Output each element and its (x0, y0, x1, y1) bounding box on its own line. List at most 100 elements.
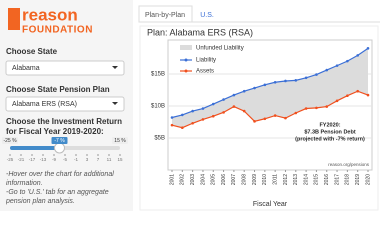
annotation: $7.3B Pension Debt (304, 129, 356, 135)
point (263, 117, 267, 121)
page: reason FOUNDATION Choose State Alabama C… (2, 5, 380, 211)
series-line (171, 47, 369, 119)
point (201, 107, 205, 110)
slider-badge-label: -25 % (3, 138, 17, 144)
point (170, 116, 174, 119)
point (315, 73, 318, 76)
point (211, 114, 215, 118)
slider-badge-label: 15 % (114, 138, 126, 144)
point (366, 93, 370, 97)
logo-icon (8, 8, 20, 30)
point (222, 98, 225, 101)
point (366, 47, 370, 50)
point (335, 64, 339, 67)
x-axis-title: Fiscal Year (253, 201, 288, 208)
point (325, 105, 329, 108)
point (315, 106, 318, 110)
legend-point (184, 69, 188, 73)
point (170, 123, 174, 127)
select-value: Alabama ERS (RSA) (12, 101, 77, 108)
y-tick-label: $15B (151, 72, 165, 78)
point (253, 86, 256, 90)
point (181, 126, 184, 130)
point (356, 89, 359, 93)
point (242, 109, 246, 113)
logo-main: reason (22, 5, 78, 24)
y-tick-label: $5B (154, 136, 165, 142)
point (304, 107, 308, 110)
slider-tick-label: -5 (63, 157, 67, 162)
point (191, 121, 194, 125)
x-tick-label: 2010 (262, 174, 268, 185)
state-select[interactable] (5, 60, 125, 76)
screen: reason FOUNDATION Choose State Alabama C… (2, 5, 380, 211)
return-label-box: Choose the Investment Return for Fiscal … (6, 117, 123, 136)
label: Choose State Pension Plan (6, 85, 110, 94)
legend-label: Unfunded Liability (196, 46, 244, 52)
point (211, 102, 215, 106)
slider-fill (10, 146, 60, 150)
x-tick-label: 2013 (293, 174, 299, 185)
slider-tick-label: 3 (86, 157, 89, 162)
point (346, 94, 349, 98)
tab: Plan-by-Plan (145, 12, 185, 19)
legend-label: Assets (196, 69, 214, 75)
point (232, 93, 236, 97)
chart-title: Plan: Alabama ERS (RSA) (147, 27, 253, 37)
caret (112, 102, 118, 105)
legend-swatch (180, 45, 192, 50)
slider-handle[interactable] (54, 142, 65, 154)
point (325, 68, 329, 72)
x-tick-label: 2005 (211, 174, 217, 185)
label: Choose State (6, 47, 58, 56)
note: -Go to 'U.S.' tab for an aggregate pensi… (6, 189, 109, 205)
point (335, 99, 339, 103)
x-tick-label: 2020 (365, 174, 371, 185)
x-tick-label: 2018 (345, 174, 351, 185)
slider-tick-label: -25 (7, 157, 14, 162)
slider-tick-label: -17 (29, 157, 36, 162)
point (222, 111, 225, 114)
x-tick-label: 2017 (334, 174, 340, 185)
x-tick-label: 2003 (190, 174, 196, 185)
label: Choose the Investment Return for Fiscal … (6, 117, 123, 136)
legend-point (184, 58, 188, 62)
slider-badge (2, 137, 18, 144)
point (294, 79, 298, 82)
point (294, 111, 298, 115)
logo-sub: FOUNDATION (22, 25, 93, 36)
slider-tick-label: -21 (18, 157, 25, 162)
point (273, 80, 277, 84)
x-tick-label: 2012 (283, 174, 289, 185)
point (356, 54, 359, 57)
slider-tick-label: 7 (97, 157, 100, 162)
point (181, 113, 184, 117)
notes-box: -Hover over the chart for additional inf… (6, 171, 114, 205)
point (304, 76, 308, 80)
point (346, 59, 349, 63)
plan-select[interactable] (5, 96, 125, 112)
slider-tick-label: -1 (74, 157, 78, 162)
tab[interactable]: U.S. (200, 12, 214, 19)
x-tick-label: 2008 (242, 174, 248, 185)
x-tick-label: 2016 (324, 174, 330, 185)
annotation: (projected with -7% return) (295, 136, 365, 142)
legend-label: Liability (196, 58, 216, 64)
point (191, 109, 194, 113)
slider-tick-label: -9 (52, 157, 56, 162)
slider-badge (112, 137, 128, 144)
point (284, 116, 287, 120)
slider-tick-label: -13 (40, 157, 47, 162)
x-tick-label: 2004 (200, 174, 206, 185)
series-line (171, 90, 369, 129)
point (253, 120, 256, 123)
x-tick-label: 2001 (169, 174, 175, 185)
note: -Hover over the chart for additional inf… (6, 171, 114, 187)
point (242, 89, 246, 93)
x-tick-label: 2006 (221, 174, 227, 185)
y-tick-label: $10B (151, 104, 165, 110)
point (232, 105, 236, 108)
select-value: Alabama (12, 65, 40, 72)
caret (112, 66, 118, 69)
x-tick-label: 2002 (180, 174, 186, 185)
